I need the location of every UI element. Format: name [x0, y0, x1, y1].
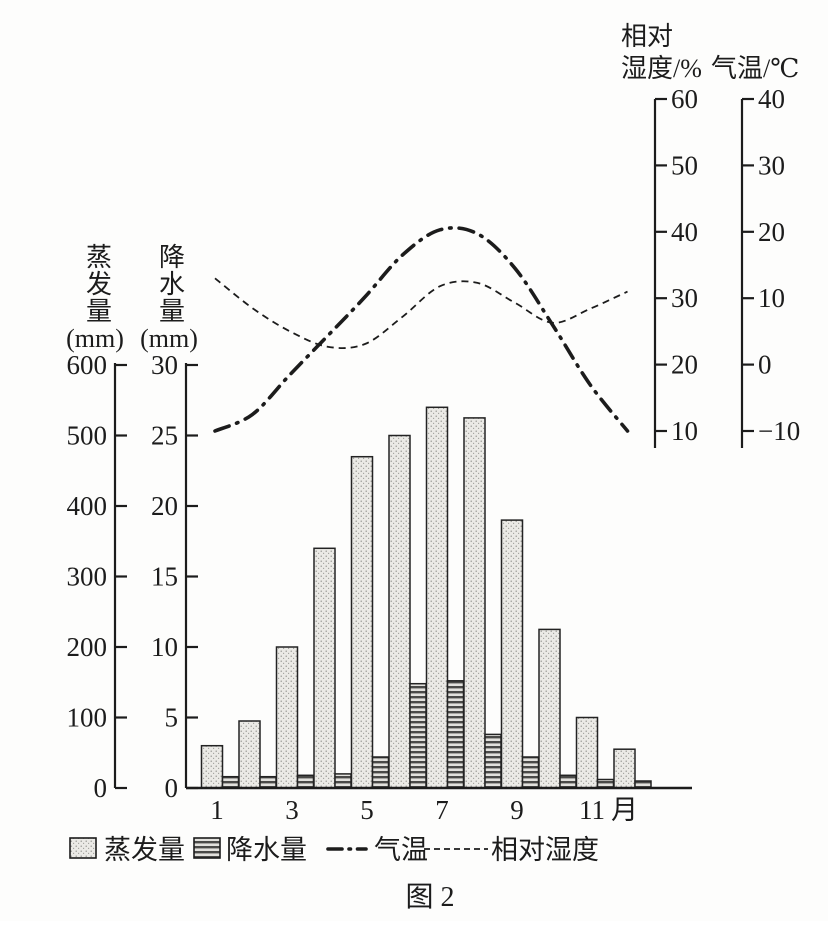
precipitation-bar — [446, 680, 465, 789]
legend-precipitation-swatch — [193, 837, 221, 859]
figure-caption: 图 2 — [405, 882, 454, 913]
precipitation-axis-tick-label: 25 — [151, 421, 178, 451]
precipitation-axis-tick-label: 5 — [165, 703, 179, 733]
evaporation-bar — [613, 748, 636, 789]
legend-humidity-label: 相对湿度 — [491, 835, 599, 865]
month-tick-label: 1 — [210, 795, 224, 825]
legend-evaporation-swatch — [69, 837, 97, 859]
evaporation-bar — [350, 455, 374, 789]
precipitation-axis-title: 水 — [159, 270, 185, 299]
evaporation-axis-title: 发 — [86, 270, 112, 299]
humidity-axis-tick-label: 20 — [671, 350, 698, 380]
month-tick-label: 9 — [510, 795, 524, 825]
month-tick-label: 5 — [360, 795, 374, 825]
evaporation-axis-tick-label: 300 — [67, 562, 108, 592]
precipitation-axis-tick-label: 0 — [165, 773, 179, 803]
month-unit-label: 月 — [611, 795, 638, 825]
evaporation-bar — [275, 646, 299, 789]
evaporation-axis-tick-label: 0 — [94, 773, 108, 803]
curves-layer — [213, 226, 630, 433]
bars-layer — [200, 406, 652, 789]
legend-temperature-label: 气温 — [374, 835, 428, 865]
evaporation-bar — [538, 628, 561, 789]
precipitation-bar — [296, 774, 315, 789]
evaporation-bar — [463, 417, 486, 789]
temperature-axis-tick-label: −10 — [758, 416, 800, 446]
evaporation-bar — [388, 434, 411, 789]
legend: 蒸发量 降水量 气温 相对湿度 — [69, 835, 599, 865]
precipitation-bar — [259, 775, 277, 789]
evaporation-bar — [313, 547, 336, 789]
humidity-axis-tick-label: 50 — [671, 150, 698, 180]
month-tick-label: 7 — [435, 795, 449, 825]
evaporation-bar — [500, 519, 524, 789]
evaporation-bar — [425, 406, 449, 789]
humidity-axis-tick-label: 40 — [671, 217, 698, 247]
evaporation-axis-title: 量 — [86, 297, 112, 326]
legend-precipitation-label: 降水量 — [226, 835, 307, 865]
precipitation-axis-tick-label: 10 — [151, 632, 178, 662]
temperature-axis-tick-label: 30 — [758, 150, 785, 180]
precipitation-bar — [484, 733, 502, 789]
evaporation-axis-tick-label: 400 — [67, 491, 108, 521]
evaporation-bar — [200, 744, 224, 789]
evaporation-axis-tick-label: 100 — [67, 703, 108, 733]
temperature-axis-title: 气温/℃ — [711, 54, 799, 83]
temperature-axis-tick-label: 0 — [758, 350, 772, 380]
month-tick-label: 11 — [579, 795, 605, 825]
humidity-curve — [214, 277, 628, 349]
precipitation-axis-unit: (mm) — [140, 324, 198, 353]
precipitation-axis-tick-label: 30 — [151, 350, 178, 380]
temperature-curve — [213, 226, 630, 433]
humidity-axis-tick-label: 60 — [671, 84, 698, 114]
evaporation-bar — [575, 716, 599, 789]
precipitation-bar — [371, 756, 390, 789]
evaporation-axis-tick-label: 200 — [67, 632, 108, 662]
precipitation-bar — [409, 682, 427, 789]
legend-evaporation-label: 蒸发量 — [104, 835, 185, 865]
precipitation-axis-tick-label: 20 — [151, 491, 178, 521]
precipitation-bar — [559, 774, 577, 789]
axes-layer: 6005004003002001000302520151050605040302… — [67, 84, 801, 825]
temperature-axis-tick-label: 40 — [758, 84, 785, 114]
precipitation-axis-title: 量 — [159, 297, 185, 326]
evaporation-axis-tick-label: 600 — [67, 350, 108, 380]
month-tick-label: 3 — [285, 795, 299, 825]
precipitation-bar — [221, 775, 240, 789]
evaporation-axis-title: 蒸 — [86, 243, 112, 272]
evaporation-axis-unit: (mm) — [66, 324, 124, 353]
humidity-axis-title-line2: 湿度/% — [621, 54, 702, 83]
precipitation-axis-tick-label: 15 — [151, 562, 178, 592]
precipitation-bar — [596, 778, 615, 789]
evaporation-axis-tick-label: 500 — [67, 421, 108, 451]
temperature-axis-tick-label: 10 — [758, 283, 785, 313]
humidity-axis-tick-label: 10 — [671, 416, 698, 446]
temperature-axis-tick-label: 20 — [758, 217, 785, 247]
humidity-axis-title-line1: 相对 — [621, 22, 673, 51]
precipitation-bar — [521, 756, 540, 789]
precipitation-axis-title: 降 — [159, 243, 185, 272]
humidity-axis-tick-label: 30 — [671, 283, 698, 313]
evaporation-bar — [238, 720, 261, 789]
precipitation-bar — [334, 773, 352, 789]
